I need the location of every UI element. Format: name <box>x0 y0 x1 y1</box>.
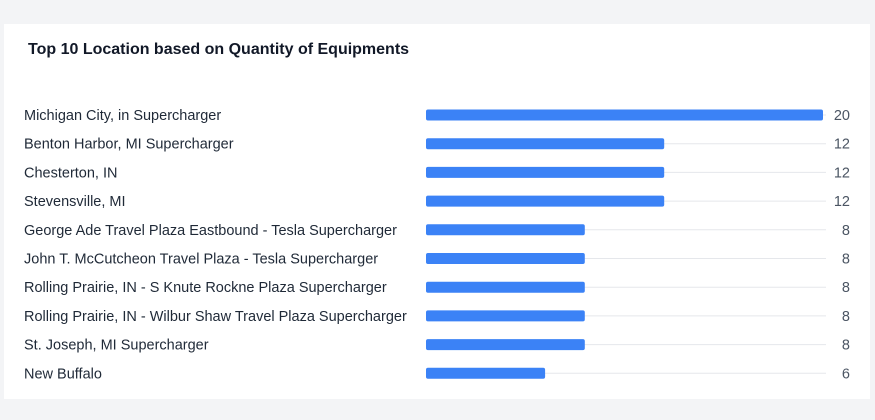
bar[interactable] <box>426 253 585 264</box>
value-label: 20 <box>834 108 850 124</box>
category-label: Chesterton, IN <box>24 165 118 181</box>
bar[interactable] <box>426 138 665 150</box>
category-label: George Ade Travel Plaza Eastbound - Tesl… <box>24 223 397 239</box>
category-label: Benton Harbor, MI Supercharger <box>24 137 234 153</box>
bar[interactable] <box>426 281 585 293</box>
value-label: 8 <box>842 309 850 325</box>
category-label: St. Joseph, MI Supercharger <box>24 338 209 354</box>
value-label: 12 <box>834 137 850 153</box>
value-label: 8 <box>842 252 850 268</box>
category-label: Michigan City, in Supercharger <box>24 108 221 124</box>
chart-title: Top 10 Location based on Quantity of Equ… <box>28 41 410 58</box>
category-label: Rolling Prairie, IN - S Knute Rockne Pla… <box>24 280 387 296</box>
bar[interactable] <box>426 166 665 178</box>
bar[interactable] <box>426 339 585 351</box>
category-label: New Buffalo <box>24 366 102 382</box>
category-label: Rolling Prairie, IN - Wilbur Shaw Travel… <box>24 309 407 325</box>
category-label: John T. McCutcheon Travel Plaza - Tesla … <box>24 252 378 268</box>
bar[interactable] <box>426 109 823 121</box>
bar[interactable] <box>426 195 665 207</box>
bar[interactable] <box>426 310 585 322</box>
value-label: 12 <box>834 165 850 181</box>
bar[interactable] <box>426 367 546 379</box>
bar[interactable] <box>426 224 585 236</box>
value-label: 8 <box>842 223 850 239</box>
chart-card: Michigan City, in Supercharger 20 Benton H… <box>4 24 870 399</box>
value-label: 8 <box>842 338 850 354</box>
category-label: Stevensville, MI <box>24 194 126 210</box>
value-label: 6 <box>842 366 850 382</box>
value-label: 8 <box>842 280 850 296</box>
bar-chart: Michigan City, in Supercharger 20 Benton H… <box>24 108 850 382</box>
value-label: 12 <box>834 194 850 210</box>
